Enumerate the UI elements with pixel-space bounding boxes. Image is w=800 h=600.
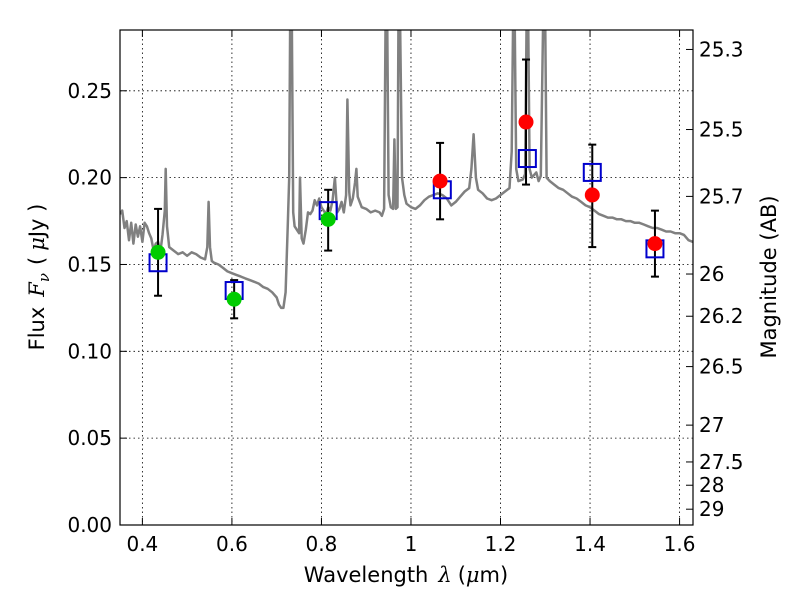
error-bars (154, 58, 659, 320)
x-tick-label: 1.4 (574, 532, 606, 556)
grid (120, 30, 693, 526)
y-tick-label: 0.25 (67, 79, 112, 103)
y2-tick-label: 26 (699, 262, 724, 286)
model-square-point (517, 149, 537, 169)
y-tick-label: 0.00 (67, 513, 112, 537)
spectrum-line (120, 30, 693, 310)
y-tick-label: 0.15 (67, 252, 112, 276)
model-spectrum (120, 30, 693, 310)
y-axis-ticks: 0.00 0.05 0.10 0.15 0.20 0.25 (67, 79, 127, 537)
x-axis-ticks: 0.4 0.6 0.8 1 1.2 1.4 1.6 (126, 30, 695, 556)
x-tick-label: 0.4 (126, 532, 158, 556)
observed-point (518, 114, 534, 130)
model-photometry-squares (148, 149, 665, 301)
observed-point (150, 244, 166, 260)
model-square-point (582, 162, 602, 182)
observed-photometry-points (150, 114, 663, 307)
x-tick-label: 1.6 (664, 532, 696, 556)
y2-tick-label: 25.7 (699, 184, 744, 208)
y2-tick-label: 29 (699, 497, 724, 521)
y2-axis-title: Magnitude (AB) (757, 195, 781, 358)
x-tick-label: 0.6 (216, 532, 248, 556)
y2-tick-label: 25.3 (699, 37, 744, 61)
y-tick-label: 0.20 (67, 166, 112, 190)
y2-tick-label: 26.5 (699, 355, 744, 379)
observed-point (320, 211, 336, 227)
observed-point (584, 187, 600, 203)
observed-point (432, 173, 448, 189)
observed-point (226, 291, 242, 307)
x-tick-label: 1 (405, 532, 418, 556)
x-tick-label: 0.8 (306, 532, 338, 556)
y2-tick-label: 27 (699, 413, 724, 437)
x-tick-label: 1.2 (485, 532, 517, 556)
y2-tick-label: 27.5 (699, 450, 744, 474)
y-axis-title: FluxFν(μJy ) (25, 204, 53, 351)
y-tick-label: 0.05 (67, 426, 112, 450)
plot-frame (119, 29, 694, 526)
y-tick-label: 0.10 (67, 339, 112, 363)
y2-tick-label: 28 (699, 473, 724, 497)
y2-tick-label: 25.5 (699, 118, 744, 142)
y2-tick-label: 26.2 (699, 304, 744, 328)
x-axis-title: Wavelength λ (μm) (304, 563, 508, 587)
observed-point (647, 236, 663, 252)
